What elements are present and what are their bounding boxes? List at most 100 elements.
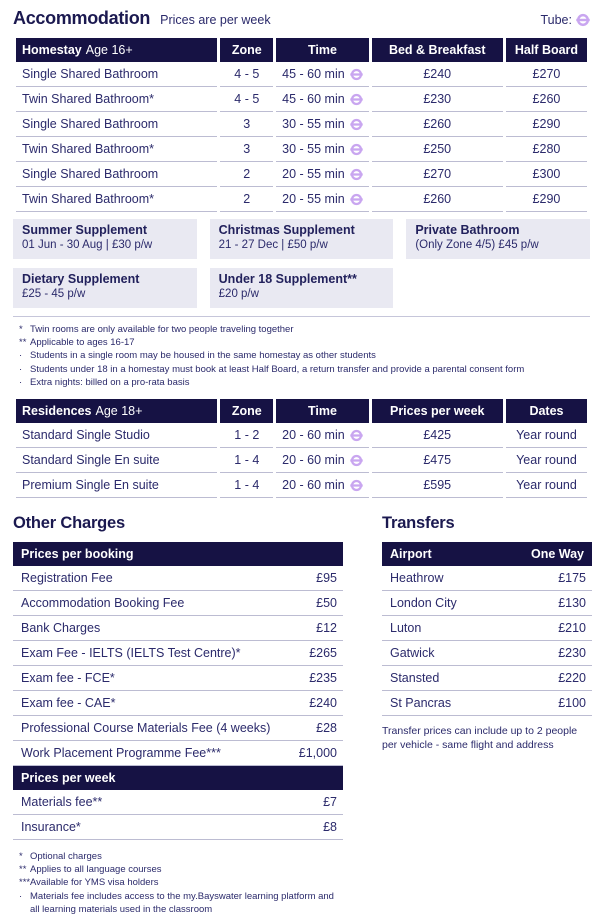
time-text: 20 - 60 min bbox=[282, 478, 345, 493]
transfer-row: Luton £210 bbox=[382, 616, 592, 642]
footnote: · Materials fee includes access to the my… bbox=[13, 890, 343, 916]
transfer-price: £175 bbox=[558, 571, 586, 586]
divider bbox=[13, 316, 590, 317]
footnote-marker: · bbox=[19, 376, 23, 388]
fee-label: Exam Fee - IELTS (IELTS Test Centre)* bbox=[21, 646, 241, 661]
hb-price-cell: £280 bbox=[505, 137, 587, 162]
one-way-header-label: One Way bbox=[530, 547, 584, 562]
fee-label: Materials fee** bbox=[21, 795, 103, 810]
page-subtitle: Prices are per week bbox=[160, 13, 271, 27]
supplement-box-under18: Under 18 Supplement** £20 p/w bbox=[209, 268, 394, 308]
fee-row: Exam fee - CAE* £240 bbox=[13, 691, 343, 717]
footnote-marker: * bbox=[19, 851, 23, 863]
footnote: · Extra nights: billed on a pro-rata basi… bbox=[13, 376, 590, 389]
footnote: * Twin rooms are only available for two p… bbox=[13, 323, 590, 336]
transfers-title: Transfers bbox=[382, 514, 455, 533]
fee-row: Insurance* £8 bbox=[13, 815, 343, 841]
tube-roundel-icon bbox=[349, 143, 363, 156]
homestay-header-row: Homestay Age 16+ Zone Time Bed & Breakfas… bbox=[16, 38, 587, 62]
transfer-price: £130 bbox=[558, 596, 586, 611]
time-cell: 20 - 55 min bbox=[276, 187, 369, 212]
grid-spacer bbox=[406, 268, 590, 308]
footnote-text: Optional charges bbox=[30, 851, 102, 863]
tube-roundel-icon bbox=[349, 93, 363, 106]
supplement-title: Private Bathroom bbox=[415, 223, 520, 237]
fee-price: £95 bbox=[316, 571, 337, 586]
price-cell: £595 bbox=[371, 473, 503, 499]
hb-price-cell: £260 bbox=[505, 87, 587, 112]
room-type-cell: Premium Single En suite bbox=[16, 473, 218, 499]
table-row: Single Shared Bathroom 4 - 5 45 - 60 min… bbox=[16, 62, 587, 87]
prices-per-booking-bar: Prices per booking bbox=[13, 542, 343, 567]
supplement-title: Summer Supplement bbox=[22, 223, 148, 237]
bb-price-cell: £270 bbox=[371, 162, 503, 187]
transfer-row: St Pancras £100 bbox=[382, 691, 592, 717]
fee-label: Work Placement Programme Fee*** bbox=[21, 746, 221, 761]
time-text: 20 - 55 min bbox=[282, 192, 345, 206]
time-text: 30 - 55 min bbox=[282, 117, 345, 131]
zone-cell: 4 - 5 bbox=[220, 62, 274, 87]
fee-label: Exam fee - CAE* bbox=[21, 696, 116, 711]
transfer-price: £220 bbox=[558, 671, 586, 686]
homestay-header-age: Age 16+ bbox=[85, 43, 133, 57]
hb-price-cell: £300 bbox=[505, 162, 587, 187]
other-charges-section: Other Charges Prices per booking Registr… bbox=[13, 514, 343, 916]
homestay-header-name: Homestay Age 16+ bbox=[16, 38, 218, 62]
tube-legend-label: Tube: bbox=[540, 13, 572, 27]
hb-price-cell: £270 bbox=[505, 62, 587, 87]
footnote: · Students under 18 in a homestay must bo… bbox=[13, 363, 590, 376]
transfer-row: Stansted £220 bbox=[382, 666, 592, 692]
homestay-header-time: Time bbox=[276, 38, 369, 62]
footnote-marker: · bbox=[19, 363, 23, 375]
time-cell: 45 - 60 min bbox=[276, 87, 369, 112]
time-text: 20 - 60 min bbox=[282, 453, 345, 468]
footnote-text: Twin rooms are only available for two pe… bbox=[30, 324, 294, 335]
prices-per-week-bar: Prices per week bbox=[13, 766, 343, 791]
fee-price: £8 bbox=[323, 820, 337, 835]
supplement-box-summer: Summer Supplement 01 Jun - 30 Aug | £30 … bbox=[13, 219, 197, 259]
dates-cell: Year round bbox=[505, 423, 587, 449]
dates-cell: Year round bbox=[505, 448, 587, 474]
tube-roundel-icon bbox=[576, 13, 590, 27]
airport-label: London City bbox=[390, 596, 457, 611]
residences-header-zone: Zone bbox=[220, 399, 274, 424]
table-row: Standard Single En suite 1 - 4 20 - 60 m… bbox=[16, 448, 587, 474]
airport-label: Gatwick bbox=[390, 646, 435, 661]
room-type-cell: Standard Single En suite bbox=[16, 448, 218, 474]
price-cell: £475 bbox=[371, 448, 503, 474]
charges-footnotes: * Optional charges ** Applies to all langu… bbox=[13, 850, 343, 916]
transfer-row: London City £130 bbox=[382, 591, 592, 617]
transfer-row: Gatwick £230 bbox=[382, 641, 592, 667]
table-row: Standard Single Studio 1 - 2 20 - 60 min… bbox=[16, 423, 587, 449]
tube-roundel-icon bbox=[349, 168, 363, 181]
fee-row: Registration Fee £95 bbox=[13, 566, 343, 592]
zone-cell: 1 - 2 bbox=[220, 423, 274, 449]
page-title: Accommodation bbox=[13, 8, 151, 28]
time-text: 45 - 60 min bbox=[282, 67, 345, 81]
table-row: Premium Single En suite 1 - 4 20 - 60 mi… bbox=[16, 473, 587, 499]
fee-row: Accommodation Booking Fee £50 bbox=[13, 591, 343, 617]
room-type-cell: Twin Shared Bathroom* bbox=[16, 87, 218, 112]
footnote: *** Available for YMS visa holders bbox=[13, 876, 343, 889]
table-row: Single Shared Bathroom 3 30 - 55 min £26… bbox=[16, 112, 587, 137]
prices-per-week-label: Prices per week bbox=[21, 771, 116, 786]
table-row: Twin Shared Bathroom* 4 - 5 45 - 60 min … bbox=[16, 87, 587, 112]
supplement-detail: £25 - 45 p/w bbox=[22, 288, 86, 300]
airport-header-label: Airport bbox=[390, 547, 432, 562]
residences-section: Residences Age 18+ Zone Time Prices per w… bbox=[13, 399, 590, 499]
fee-label: Bank Charges bbox=[21, 621, 101, 636]
airport-label: St Pancras bbox=[390, 696, 452, 711]
airport-label: Luton bbox=[390, 621, 422, 636]
fee-label: Professional Course Materials Fee (4 wee… bbox=[21, 721, 271, 736]
transfer-price: £210 bbox=[558, 621, 586, 636]
transfer-note: Transfer prices can include up to 2 peop… bbox=[382, 725, 578, 752]
room-type-cell: Single Shared Bathroom bbox=[16, 62, 218, 87]
transfer-row: Heathrow £175 bbox=[382, 566, 592, 592]
bottom-section: Other Charges Prices per booking Registr… bbox=[13, 514, 592, 916]
homestay-header-bold: Homestay bbox=[22, 43, 82, 57]
fee-price: £28 bbox=[316, 721, 337, 736]
footnote-text: Applicable to ages 16-17 bbox=[30, 337, 135, 349]
homestay-header-bb: Bed & Breakfast bbox=[371, 38, 503, 62]
residences-header-row: Residences Age 18+ Zone Time Prices per w… bbox=[16, 399, 587, 424]
room-type-cell: Standard Single Studio bbox=[16, 423, 218, 449]
